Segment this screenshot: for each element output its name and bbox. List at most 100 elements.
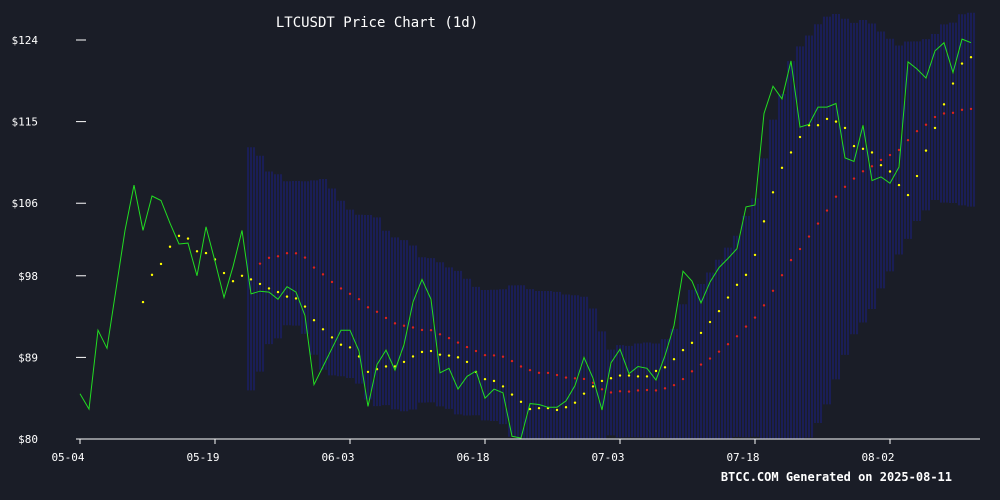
moving-average-point <box>888 153 892 157</box>
psar-point <box>627 374 631 377</box>
psar-point <box>528 407 532 411</box>
psar-point <box>582 392 586 395</box>
moving-average-point <box>717 350 721 353</box>
psar-point <box>897 183 901 187</box>
moving-average-point <box>294 252 298 255</box>
moving-average-point <box>546 371 550 375</box>
psar-point <box>366 370 370 374</box>
moving-average-point <box>618 390 622 393</box>
psar-point <box>159 262 163 266</box>
moving-average-point <box>726 343 730 346</box>
psar-series <box>141 56 973 412</box>
y-tick-label: $106 <box>12 197 39 210</box>
psar-point <box>960 62 964 65</box>
psar-point <box>861 147 865 151</box>
psar-point <box>330 336 334 339</box>
moving-average-point <box>285 251 289 255</box>
moving-average-point <box>402 324 406 327</box>
price-series <box>79 38 972 439</box>
moving-average-point <box>591 381 595 384</box>
psar-point <box>915 174 919 178</box>
y-tick-label: $115 <box>12 116 39 129</box>
psar-point <box>420 350 424 354</box>
moving-average-point <box>375 310 379 313</box>
moving-average-point <box>420 328 424 332</box>
moving-average-point <box>699 363 703 366</box>
psar-point <box>258 282 262 286</box>
psar-point <box>168 245 172 248</box>
x-tick-label: 05-19 <box>186 451 219 464</box>
moving-average-point <box>600 388 604 391</box>
moving-average-point <box>861 170 865 173</box>
psar-point <box>231 280 235 283</box>
moving-average-point <box>267 256 271 260</box>
moving-average-point <box>744 325 748 328</box>
moving-average-point <box>276 255 280 258</box>
moving-average-point <box>384 316 388 320</box>
psar-point <box>762 220 766 223</box>
moving-average-point <box>564 376 568 379</box>
psar-point <box>492 379 496 383</box>
moving-average-point <box>627 390 631 393</box>
psar-point <box>924 149 928 152</box>
moving-average-point <box>519 365 523 368</box>
psar-point <box>888 170 892 173</box>
psar-point <box>429 349 433 353</box>
psar-point <box>618 374 622 377</box>
moving-average-point <box>528 368 532 372</box>
x-tick-label: 06-03 <box>321 451 354 464</box>
moving-average-point <box>312 266 316 269</box>
psar-point <box>780 166 784 170</box>
psar-point <box>303 305 307 308</box>
psar-point <box>870 151 874 154</box>
psar-point <box>204 251 208 255</box>
moving-average-point <box>708 357 712 360</box>
psar-point <box>267 287 271 290</box>
psar-point <box>249 278 253 281</box>
moving-average-point <box>582 377 586 381</box>
psar-point <box>186 237 190 240</box>
moving-average-point <box>474 349 478 353</box>
psar-point <box>906 193 910 197</box>
moving-average-point <box>915 129 919 133</box>
moving-average-point <box>429 329 433 332</box>
moving-average-point <box>483 353 487 357</box>
psar-point <box>510 393 514 396</box>
psar-point <box>690 341 694 345</box>
psar-point <box>339 343 343 346</box>
psar-point <box>537 406 541 410</box>
y-tick-label: $124 <box>12 34 39 47</box>
moving-average-point <box>690 370 694 373</box>
moving-average-point <box>816 222 820 225</box>
moving-average-point <box>789 258 793 262</box>
psar-point <box>294 297 298 300</box>
moving-average-point <box>348 292 352 296</box>
psar-point <box>402 360 406 364</box>
psar-point <box>573 401 577 404</box>
psar-point <box>816 124 820 127</box>
moving-average-point <box>636 389 640 392</box>
psar-point <box>879 163 883 167</box>
psar-point <box>969 56 973 59</box>
psar-point <box>843 126 847 130</box>
moving-average-point <box>906 138 910 142</box>
psar-point <box>483 377 487 381</box>
moving-average-series <box>258 107 973 394</box>
psar-point <box>645 375 649 378</box>
moving-average-point <box>339 287 343 290</box>
psar-point <box>735 283 739 287</box>
psar-point <box>789 151 793 154</box>
footer-watermark: BTCC.COM Generated on 2025-08-11 <box>721 470 952 484</box>
moving-average-point <box>393 322 397 325</box>
moving-average-point <box>843 185 847 189</box>
x-tick-label: 08-02 <box>861 451 894 464</box>
moving-average-point <box>681 377 685 381</box>
moving-average-point <box>933 115 937 119</box>
price-line <box>79 38 972 439</box>
psar-point <box>276 290 280 294</box>
psar-point <box>438 353 442 356</box>
moving-average-point <box>321 273 325 276</box>
moving-average-point <box>960 108 964 112</box>
